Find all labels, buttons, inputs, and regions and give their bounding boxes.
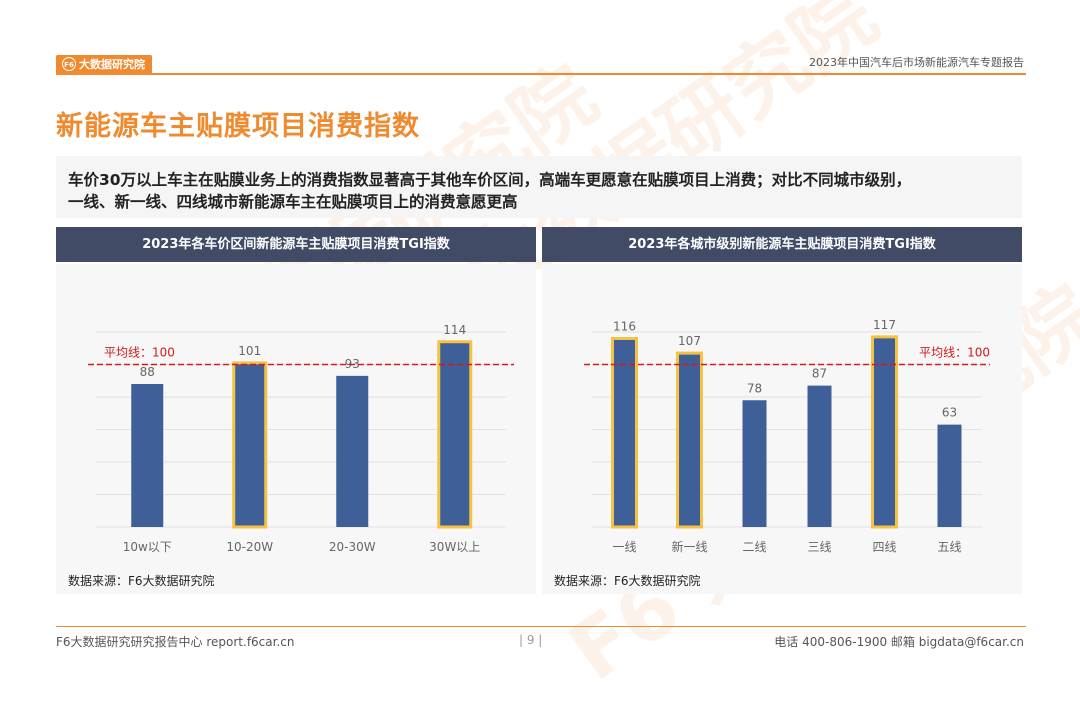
summary-line-2: 一线、新一线、四线城市新能源车主在贴膜项目上的消费意愿更高	[68, 193, 518, 211]
x-tick-label: 10w以下	[123, 540, 172, 554]
x-tick-label: 30W以上	[429, 540, 480, 554]
footer-divider	[56, 626, 1026, 627]
summary-line-1: 车价30万以上车主在贴膜业务上的消费指数显著高于其他车价区间，高端车更愿意在贴膜…	[68, 171, 912, 189]
chart-panel-price: 88 10w以下 101 10-20W 93 20-30W 114 30W以上 平均线：100	[56, 264, 536, 594]
footer-site: F6大数据研究研究报告中心 report.f6car.cn	[56, 635, 295, 649]
page-number: | 9 |	[519, 633, 543, 647]
data-label: 78	[747, 381, 762, 395]
data-source-left: 数据来源：F6大数据研究院	[68, 574, 215, 588]
page-title: 新能源车主贴膜项目消费指数	[56, 111, 420, 142]
x-tick-label: 20-30W	[329, 540, 376, 554]
data-label: 63	[942, 406, 957, 420]
average-line-label: 平均线：100	[919, 346, 990, 360]
bar	[232, 361, 268, 529]
chart-panel-city: 116 一线 107 新一线 78 二线 87 三线 117 四线 63 五线 平均线：100	[542, 264, 1022, 594]
data-label: 117	[873, 318, 896, 332]
bar	[437, 340, 473, 529]
bar	[807, 385, 832, 527]
footer-contact: 电话 400-806-1900 邮箱 bigdata@f6car.cn	[774, 635, 1024, 649]
x-tick-label: 一线	[612, 540, 636, 554]
x-tick-label: 10-20W	[226, 540, 273, 554]
bar	[937, 424, 962, 527]
data-label: 107	[678, 334, 701, 348]
chart-title-city: 2023年各城市级别新能源车主贴膜项目消费TGI指数	[542, 227, 1022, 262]
logo-text: 大数据研究院	[79, 58, 145, 71]
bar	[676, 351, 703, 529]
data-source-right: 数据来源：F6大数据研究院	[554, 574, 701, 588]
data-label: 88	[140, 365, 155, 379]
bar	[131, 384, 164, 527]
summary-box: 车价30万以上车主在贴膜业务上的消费指数显著高于其他车价区间，高端车更愿意在贴膜…	[56, 156, 1022, 218]
x-tick-label: 新一线	[671, 539, 707, 554]
x-tick-label: 四线	[872, 540, 896, 554]
data-label: 114	[443, 323, 466, 337]
brand-logo: F6 大数据研究院	[56, 55, 152, 74]
header-divider	[56, 73, 1026, 75]
data-label: 87	[812, 367, 827, 381]
report-title: 2023年中国汽车后市场新能源汽车专题报告	[809, 56, 1024, 69]
data-label: 101	[238, 344, 261, 358]
bar	[336, 375, 369, 527]
chart-city-tier: 116 一线 107 新一线 78 二线 87 三线 117 四线 63 五线 平均线：100	[584, 318, 990, 554]
x-tick-label: 五线	[937, 540, 961, 554]
chart-title-price: 2023年各车价区间新能源车主贴膜项目消费TGI指数	[56, 227, 536, 262]
x-tick-label: 二线	[742, 540, 766, 554]
bar	[742, 400, 767, 527]
average-line-label: 平均线：100	[104, 346, 175, 360]
f6-logo-icon: F6	[62, 57, 76, 71]
data-label: 116	[613, 320, 636, 334]
x-tick-label: 三线	[807, 540, 831, 554]
bar	[871, 335, 898, 529]
bar	[611, 337, 638, 529]
